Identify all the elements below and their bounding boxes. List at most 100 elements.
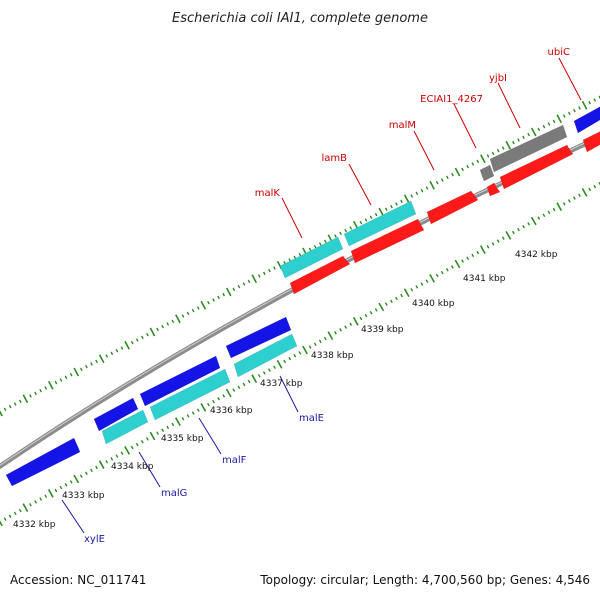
upper-minor-tick <box>273 266 276 270</box>
gene-malG-body[interactable] <box>101 409 149 445</box>
lower-minor-tick <box>44 494 48 498</box>
lower-minor-tick <box>110 457 114 461</box>
upper-minor-tick <box>308 247 312 252</box>
lower-minor-tick <box>395 296 398 301</box>
gene-ECIAI1_4267-grey-arrow[interactable] <box>479 164 495 182</box>
upper-minor-tick <box>486 154 490 158</box>
upper-major-tick <box>200 300 207 310</box>
gene-lamB-body[interactable] <box>343 200 417 247</box>
lower-minor-tick <box>59 485 63 490</box>
lower-minor-tick <box>349 322 353 326</box>
gene-malE-reverse-arrow[interactable] <box>225 316 292 359</box>
label-malK[interactable]: malK <box>255 188 281 199</box>
upper-minor-tick <box>522 135 525 140</box>
upper-minor-tick <box>34 391 37 396</box>
lower-major-tick <box>276 360 283 369</box>
lower-minor-tick <box>298 351 302 355</box>
lower-minor-tick <box>293 353 297 358</box>
lower-minor-tick <box>64 482 68 487</box>
lower-minor-tick <box>186 414 190 418</box>
lower-minor-tick <box>415 285 419 289</box>
upper-minor-tick <box>130 340 134 345</box>
gene-yjbI-grey-arrow[interactable] <box>489 124 568 173</box>
gene-ubiC-reverse-arrow[interactable] <box>573 104 600 134</box>
upper-minor-tick <box>425 186 429 190</box>
lower-minor-tick <box>537 216 541 220</box>
lower-minor-tick <box>542 213 546 218</box>
label-lamB[interactable]: lamB <box>321 153 347 164</box>
upper-minor-tick <box>29 394 32 398</box>
lower-major-tick <box>556 202 563 211</box>
lower-minor-tick <box>374 308 378 312</box>
label-yjbI[interactable]: yjbI <box>489 73 507 84</box>
upper-minor-tick <box>120 346 124 350</box>
lower-minor-tick <box>237 385 241 390</box>
genome-summary-text: Topology: circular; Length: 4,700,560 bp… <box>260 573 590 587</box>
gene-xylE-reverse-arrow[interactable] <box>5 437 81 487</box>
lower-major-tick <box>149 431 156 441</box>
upper-minor-tick <box>242 282 246 286</box>
lower-minor-tick <box>369 310 373 315</box>
lower-minor-tick <box>95 465 99 470</box>
upper-major-tick <box>251 274 258 284</box>
gene-lamB-forward-arrow[interactable] <box>350 218 425 264</box>
upper-major-tick <box>175 314 181 324</box>
upper-minor-tick <box>440 178 444 182</box>
upper-minor-tick <box>257 274 261 278</box>
upper-minor-tick <box>268 268 271 273</box>
gene-ubiC-forward-arrow[interactable] <box>582 129 600 153</box>
lower-minor-tick <box>435 273 439 278</box>
upper-minor-tick <box>18 399 22 404</box>
label-malF[interactable]: malF <box>222 455 247 466</box>
label-ECIAI1_4267[interactable]: ECIAI1_4267 <box>420 94 483 105</box>
upper-minor-tick <box>461 167 464 172</box>
gene-ECIAI1_4267-forward-arrow[interactable] <box>486 182 501 197</box>
upper-major-tick <box>505 140 512 150</box>
lower-minor-tick <box>339 328 343 332</box>
ruler-label-4335: 4335 kbp <box>161 434 204 444</box>
lower-minor-tick <box>84 471 88 476</box>
upper-tick-track <box>0 95 600 417</box>
label-xylE[interactable]: xylE <box>84 534 105 545</box>
upper-major-tick <box>98 354 105 364</box>
ruler-label-4333: 4333 kbp <box>62 491 105 501</box>
upper-minor-tick <box>573 108 576 113</box>
lower-minor-tick <box>171 422 175 427</box>
upper-label-connectors <box>281 57 582 239</box>
upper-minor-tick <box>390 204 393 209</box>
lower-minor-tick <box>552 207 556 212</box>
lower-minor-tick <box>562 202 566 206</box>
lower-minor-tick <box>191 411 195 415</box>
upper-minor-tick <box>395 202 398 206</box>
upper-minor-tick <box>445 175 449 180</box>
label-malE[interactable]: malE <box>299 413 324 424</box>
upper-minor-tick <box>115 348 119 353</box>
lower-major-tick <box>480 245 486 254</box>
gene-malM-forward-arrow[interactable] <box>426 190 479 225</box>
upper-minor-tick <box>212 298 215 302</box>
gene-yjbI-forward-arrow[interactable] <box>499 144 574 190</box>
gene-malK-body[interactable] <box>279 236 344 279</box>
lower-minor-tick <box>79 474 83 478</box>
lower-minor-tick <box>313 342 317 347</box>
ruler-label-4332: 4332 kbp <box>13 520 56 530</box>
upper-minor-tick <box>207 300 210 305</box>
upper-minor-tick <box>578 106 581 110</box>
gene-malF-body[interactable] <box>149 368 231 421</box>
label-malG[interactable]: malG <box>161 488 187 499</box>
label-ubiC[interactable]: ubiC <box>548 47 570 58</box>
gene-malG-reverse-arrow[interactable] <box>93 397 139 432</box>
upper-minor-tick <box>501 146 505 150</box>
gene-malE-body[interactable] <box>233 333 298 378</box>
lower-minor-tick <box>115 454 119 458</box>
upper-minor-tick <box>334 234 337 238</box>
upper-minor-tick <box>196 306 200 310</box>
upper-minor-tick <box>181 314 185 318</box>
label-malM[interactable]: malM <box>389 120 416 131</box>
gene-malF-reverse-arrow[interactable] <box>139 355 221 407</box>
lower-minor-tick <box>140 439 144 444</box>
lower-minor-tick <box>466 256 470 261</box>
upper-minor-tick <box>222 292 226 297</box>
upper-minor-tick <box>420 188 424 193</box>
gene-malK-forward-arrow[interactable] <box>289 255 351 295</box>
